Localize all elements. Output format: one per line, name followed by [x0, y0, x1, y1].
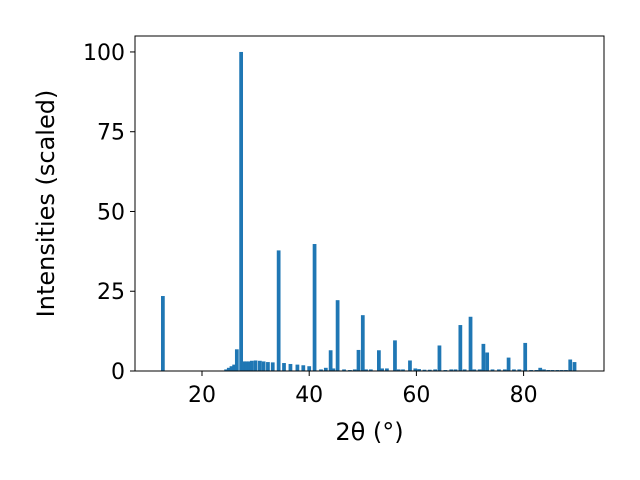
bar [295, 364, 300, 371]
y-axis-title: Intensities (scaled) [32, 90, 60, 318]
bar [258, 360, 262, 371]
bar [497, 369, 501, 371]
bar [288, 363, 293, 371]
bar [270, 362, 275, 371]
bar [229, 366, 234, 371]
bar [234, 349, 239, 371]
bar [472, 369, 477, 371]
bar [239, 51, 244, 371]
bar [356, 349, 361, 371]
bar [413, 368, 418, 371]
y-tick-label: 75 [97, 121, 125, 146]
bar [261, 361, 266, 371]
bar [502, 369, 507, 371]
bar [517, 369, 522, 371]
bar [385, 368, 389, 371]
bar [408, 360, 412, 371]
bar [224, 369, 228, 371]
bar [312, 244, 317, 371]
bar [307, 366, 312, 371]
bar [538, 367, 543, 371]
bar [490, 369, 495, 371]
bar-series [160, 51, 577, 371]
y-tick-label: 25 [97, 280, 125, 305]
bar [276, 250, 281, 371]
bar [458, 325, 463, 371]
bar [241, 361, 246, 371]
y-tick-label: 100 [83, 41, 125, 66]
bar [282, 363, 286, 371]
bar [249, 360, 254, 371]
x-tick-label: 40 [295, 383, 323, 408]
y-tick-label: 0 [111, 360, 125, 385]
bar [396, 369, 401, 371]
bar [468, 316, 473, 371]
bar [462, 369, 467, 371]
bar [453, 369, 458, 371]
bar [335, 300, 340, 371]
bar [422, 369, 427, 371]
bar [319, 369, 323, 371]
x-axis: 20 40 60 80 [188, 371, 538, 408]
bar [301, 365, 306, 371]
bar [572, 362, 577, 371]
plot-frame [134, 35, 605, 372]
bar [380, 368, 384, 371]
bar [244, 361, 249, 371]
x-axis-title: 2θ (°) [335, 418, 403, 446]
bar [266, 362, 270, 371]
bar [328, 350, 333, 371]
bar [542, 369, 546, 371]
bar [393, 340, 397, 371]
bar [226, 367, 231, 371]
bar [323, 367, 328, 371]
bar [506, 357, 511, 371]
bar [401, 369, 405, 371]
bar [437, 345, 442, 371]
bar [477, 369, 482, 371]
x-tick-label: 20 [188, 383, 216, 408]
bar [377, 350, 381, 371]
bar [523, 342, 528, 371]
x-tick-label: 60 [402, 383, 430, 408]
y-tick-label: 50 [97, 200, 125, 225]
bar [417, 369, 421, 371]
bar [568, 359, 573, 371]
bar [364, 369, 368, 371]
bar [160, 296, 165, 371]
bar [449, 369, 454, 371]
bar [512, 369, 516, 371]
bar [247, 361, 252, 371]
x-tick-label: 80 [510, 383, 538, 408]
bar [331, 368, 336, 371]
y-axis: 0 25 50 75 100 [83, 41, 135, 385]
bar [232, 364, 237, 371]
bar [481, 343, 486, 371]
bar [253, 360, 258, 371]
bar [427, 369, 432, 371]
bar [485, 352, 490, 371]
bar [360, 315, 365, 371]
bar [368, 369, 373, 371]
bar [433, 369, 438, 371]
bar [352, 369, 357, 371]
bar [342, 369, 346, 371]
